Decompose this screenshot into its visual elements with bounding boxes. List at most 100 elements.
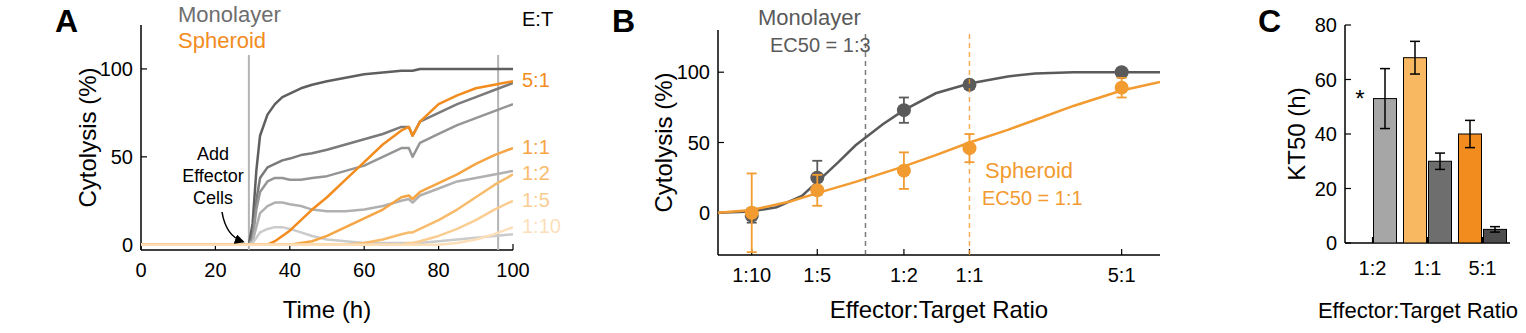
group-label: Monolayer [178,2,281,27]
legend-entry: 1:1 [522,136,550,158]
error-cap [812,205,822,207]
error-cap [1490,226,1500,228]
y-tick [1345,133,1351,134]
plot-area [141,69,513,245]
legend-entry: 5:1 [522,69,550,91]
data-point [897,164,911,178]
series-line [141,83,513,245]
figure: 020406080100050100Time (h)Cytolysis (%)A… [0,0,1526,333]
legend-entry: 1:2 [522,162,550,184]
y-tick-label: 0 [1326,232,1337,254]
bar [1484,229,1507,243]
x-axis-line [718,254,1160,256]
x-tick-label: 5:1 [1108,264,1136,286]
panel-label: C [1258,3,1281,39]
error-stem [1494,227,1496,232]
data-point [745,206,759,220]
y-tick-label: 50 [688,132,710,154]
data-point [1115,65,1129,79]
data-point [962,141,976,155]
error-bar [1465,120,1475,147]
missing-marker: * [1355,85,1364,112]
x-tick-label: 1:5 [803,264,831,286]
panel-label: B [612,3,635,39]
ec50-line [865,30,867,255]
x-tick-label: 60 [353,259,375,281]
x-tick [1121,249,1122,255]
y-tick-label: 0 [699,202,710,224]
fit-curve [718,72,1160,213]
error-cap [1465,147,1475,149]
x-axis-label: Effector:Target Ratio [830,296,1048,323]
arrow-label: AddEffectorCells [182,144,244,208]
legend-entry: 1:10 [522,215,561,237]
series-line [141,104,513,245]
error-bar [1380,69,1390,129]
error-cap [899,122,909,124]
error-cap [747,251,757,253]
arrow-label-line: Cells [193,188,233,208]
error-stem [1469,120,1471,147]
x-axis-label: Effector:Target Ratio [1318,298,1518,323]
error-cap [1410,41,1420,43]
x-tick [903,249,904,255]
error-cap [1117,97,1127,99]
y-tick [718,142,724,143]
y-tick-label: 0 [122,234,133,256]
group-label: Spheroid [178,28,266,53]
y-tick [1345,24,1351,25]
series-label: Spheroid [985,158,1073,183]
x-tick-label: 1:2 [890,264,918,286]
data-point [897,103,911,117]
y-tick-label: 80 [1315,14,1337,36]
x-tick-label: 20 [204,259,226,281]
y-tick [1345,79,1351,80]
x-tick-label: 100 [496,259,529,281]
arrow-label-line: Add [197,144,229,164]
error-cap [747,173,757,175]
series-label: Monolayer [758,5,861,30]
x-tick-label: 5:1 [1469,257,1497,279]
error-bar [1490,227,1500,232]
legend-entry: 1:5 [522,189,550,211]
x-tick [817,249,818,255]
data-point [810,183,824,197]
error-cap [899,188,909,190]
error-stem [1384,69,1386,129]
y-axis-line [140,25,142,250]
x-tick-label: 1:1 [1414,257,1442,279]
x-tick [512,244,513,250]
ec50-label: EC50 = 1:3 [770,34,871,56]
error-cap [1435,152,1445,154]
error-cap [1490,231,1500,233]
y-axis-label: Cytolysis (%) [74,67,101,207]
bar [1404,58,1427,243]
x-axis-line [141,249,513,251]
y-tick-label: 100 [100,58,133,80]
y-tick [1345,188,1351,189]
plot-area [1374,41,1507,243]
bar [1429,161,1452,243]
error-cap [1410,73,1420,75]
series-line [141,81,513,244]
x-tick [1482,237,1483,243]
legend-title: E:T [522,8,553,30]
y-tick [718,72,724,73]
error-bar [1410,41,1420,74]
event-line [248,55,250,250]
error-cap [1117,77,1127,79]
y-tick-label: 20 [1315,178,1337,200]
y-tick [141,156,147,157]
x-tick-label: 0 [135,259,146,281]
panel-label: A [55,3,78,39]
error-cap [1465,120,1475,122]
error-cap [812,174,822,176]
plot-area [718,30,1160,255]
y-axis-label: KT50 (h) [1283,87,1310,180]
y-tick-label: 60 [1315,69,1337,91]
data-point [1115,81,1129,95]
series-line [141,69,513,245]
y-axis-label: Cytolysis (%) [650,72,677,212]
series-line [141,227,513,245]
x-tick-label: 80 [427,259,449,281]
